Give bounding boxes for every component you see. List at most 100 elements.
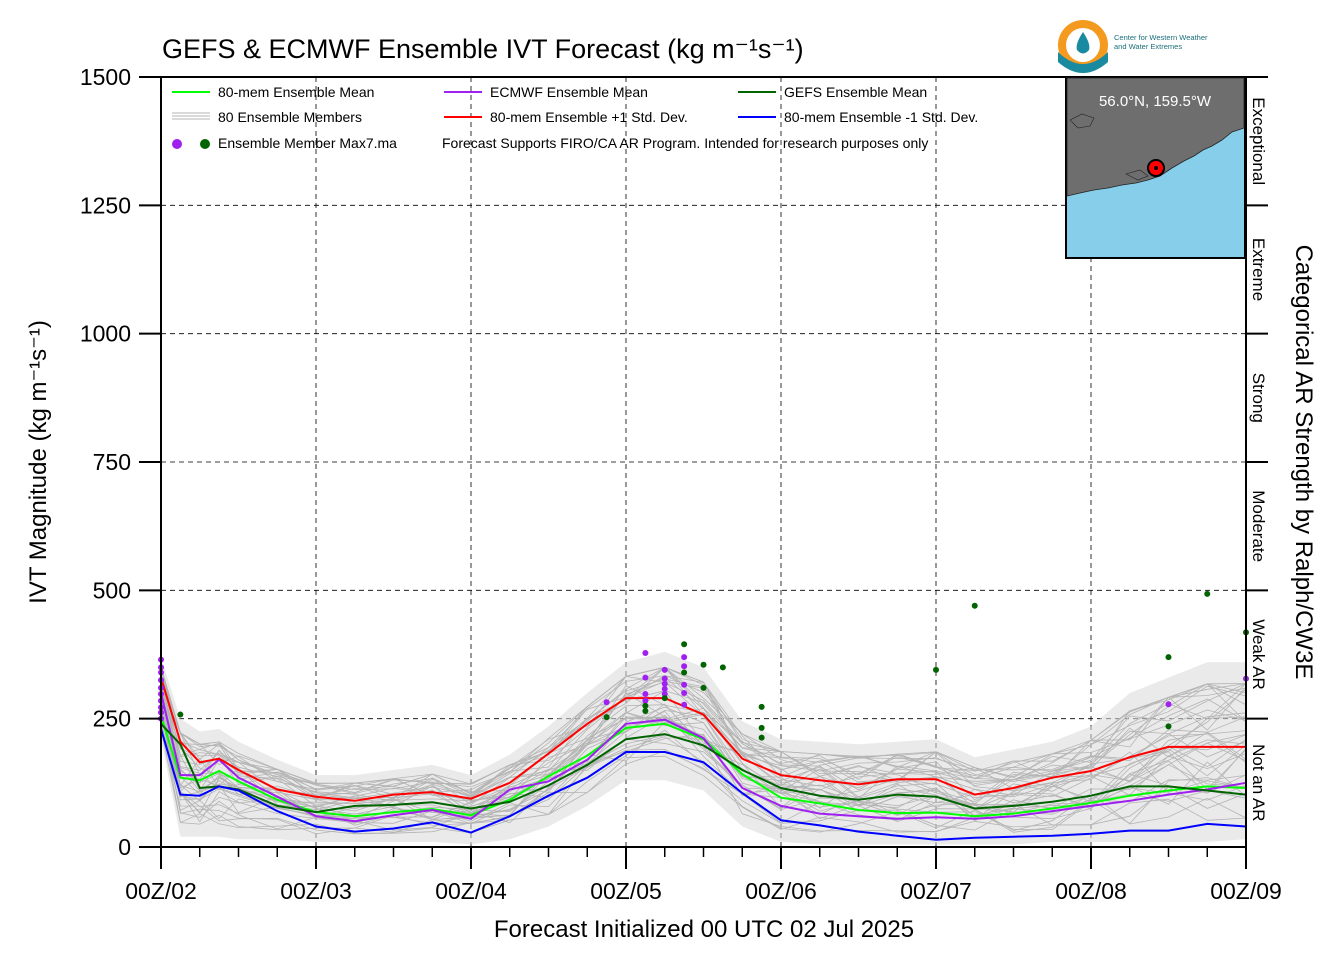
max-point [758, 724, 765, 731]
legend-mean80: 80-mem Ensemble Mean [218, 84, 374, 100]
max-point [1165, 701, 1172, 708]
chart-title: GEFS & ECMWF Ensemble IVT Forecast (kg m… [162, 34, 804, 64]
max-point [681, 641, 688, 648]
ensemble-member-line [160, 703, 1247, 818]
x-tick-label: 00Z/04 [435, 878, 507, 904]
x-tick-label: 00Z/03 [280, 878, 352, 904]
x-tick-label: 00Z/07 [900, 878, 972, 904]
max-point [642, 691, 649, 698]
max-point [177, 711, 184, 718]
legend-swatch-members [172, 112, 210, 120]
max-point [933, 666, 939, 673]
location-marker-center [1154, 166, 1158, 170]
legend-swatch-gefs-point [200, 139, 210, 149]
y-tick-label: 750 [93, 449, 131, 475]
inset-land [1066, 77, 1245, 197]
max-point [661, 685, 668, 692]
max-point [681, 690, 688, 696]
max-point [603, 699, 610, 706]
max-point [661, 680, 668, 687]
y-tick-label: 0 [118, 834, 131, 860]
legend-ecmwf: ECMWF Ensemble Mean [490, 84, 648, 100]
max-point [661, 691, 668, 698]
ensemble-member-line [160, 688, 1247, 814]
max-point [681, 681, 688, 688]
y-tick-label: 500 [93, 577, 131, 603]
legend: 80-mem Ensemble Mean 80 Ensemble Members… [172, 84, 978, 151]
max-point [719, 664, 726, 671]
max-point [681, 669, 688, 676]
category-label: Not an AR [1249, 744, 1268, 822]
right-axis-label: Categorical AR Strength by Ralph/CW3E [1290, 245, 1317, 680]
y-tick-label: 1250 [80, 192, 131, 218]
max-point [1204, 590, 1211, 597]
x-tick-label: 00Z/05 [590, 878, 662, 904]
inset-island [1069, 113, 1095, 129]
max-point [681, 654, 688, 661]
max-point [642, 674, 649, 681]
ensemble-member-line [160, 704, 1247, 822]
ensemble-member-line [160, 704, 1247, 824]
legend-minus1: 80-mem Ensemble -1 Std. Dev. [784, 109, 978, 125]
ar-category-axis: Not an AR Weak AR Moderate Strong Extreme Exc… [1245, 76, 1268, 847]
location-inset-map: 56.0°N, 159.5°W [1065, 76, 1246, 259]
logo-line1: Center for Western Weather [1114, 33, 1208, 42]
max-point [700, 661, 707, 668]
series-line [160, 715, 1247, 818]
x-tick-label: 00Z/06 [745, 878, 817, 904]
series-line [160, 728, 1247, 841]
category-label: Exceptional [1249, 97, 1268, 185]
y-axis: 0 250 500 750 1000 1250 1500 [80, 64, 161, 860]
series-line [160, 723, 1247, 814]
y-axis-label: IVT Magnitude (kg m⁻¹s⁻¹) [25, 320, 52, 604]
category-label: Moderate [1249, 490, 1268, 562]
max-point [971, 602, 978, 609]
max-point [661, 695, 668, 702]
legend-maxpts: Ensemble Member Max7.ma [218, 135, 397, 151]
max-point [661, 666, 668, 673]
x-tick-label: 00Z/02 [125, 878, 197, 904]
y-tick-label: 1500 [80, 64, 131, 90]
logo-line2: and Water Extremes [1114, 42, 1182, 51]
legend-gefs: GEFS Ensemble Mean [784, 84, 927, 100]
category-label: Extreme [1249, 238, 1268, 301]
max-point [642, 707, 649, 714]
ensemble-member-line [160, 709, 1247, 820]
members-envelope [161, 651, 1246, 845]
x-axis-label: Forecast Initialized 00 UTC 02 Jul 2025 [494, 916, 914, 943]
max-point [681, 663, 688, 670]
legend-note: Forecast Supports FIRO/CA AR Program. In… [442, 135, 928, 151]
ensemble-member-line [160, 723, 1247, 832]
x-tick-label: 00Z/08 [1055, 878, 1127, 904]
ensemble-member-line [160, 710, 1247, 833]
category-label: Strong [1249, 373, 1268, 423]
y-tick-label: 1000 [80, 321, 131, 347]
x-tick-label: 00Z/09 [1210, 878, 1282, 904]
inset-location-label: 56.0°N, 159.5°W [1099, 93, 1212, 110]
ensemble-member-line [160, 708, 1247, 835]
max-point [661, 675, 668, 682]
y-tick-label: 250 [93, 706, 131, 732]
legend-plus1: 80-mem Ensemble +1 Std. Dev. [490, 109, 688, 125]
members-envelope-area [161, 651, 1246, 845]
category-label: Weak AR [1249, 619, 1268, 690]
max-point [1165, 654, 1172, 661]
max-point [1165, 723, 1172, 730]
max-point [642, 697, 649, 704]
cw3e-logo: Center for Western Weather and Water Ext… [1058, 20, 1208, 73]
max-point [758, 703, 765, 710]
ensemble-member-line [160, 729, 1247, 835]
series-line [160, 692, 1247, 823]
max-point [700, 684, 707, 691]
ensemble-member-line [160, 729, 1247, 834]
max-point [603, 714, 610, 721]
max-point [642, 702, 649, 709]
max-point [758, 734, 765, 741]
inset-island [1125, 169, 1149, 181]
max-point [642, 649, 649, 656]
legend-members: 80 Ensemble Members [218, 109, 362, 125]
x-axis: 00Z/02 00Z/03 00Z/04 00Z/05 00Z/06 00Z/07 00Z/… [125, 847, 1282, 904]
legend-swatch-ecmwf-point [172, 139, 182, 149]
max-point [681, 701, 688, 708]
